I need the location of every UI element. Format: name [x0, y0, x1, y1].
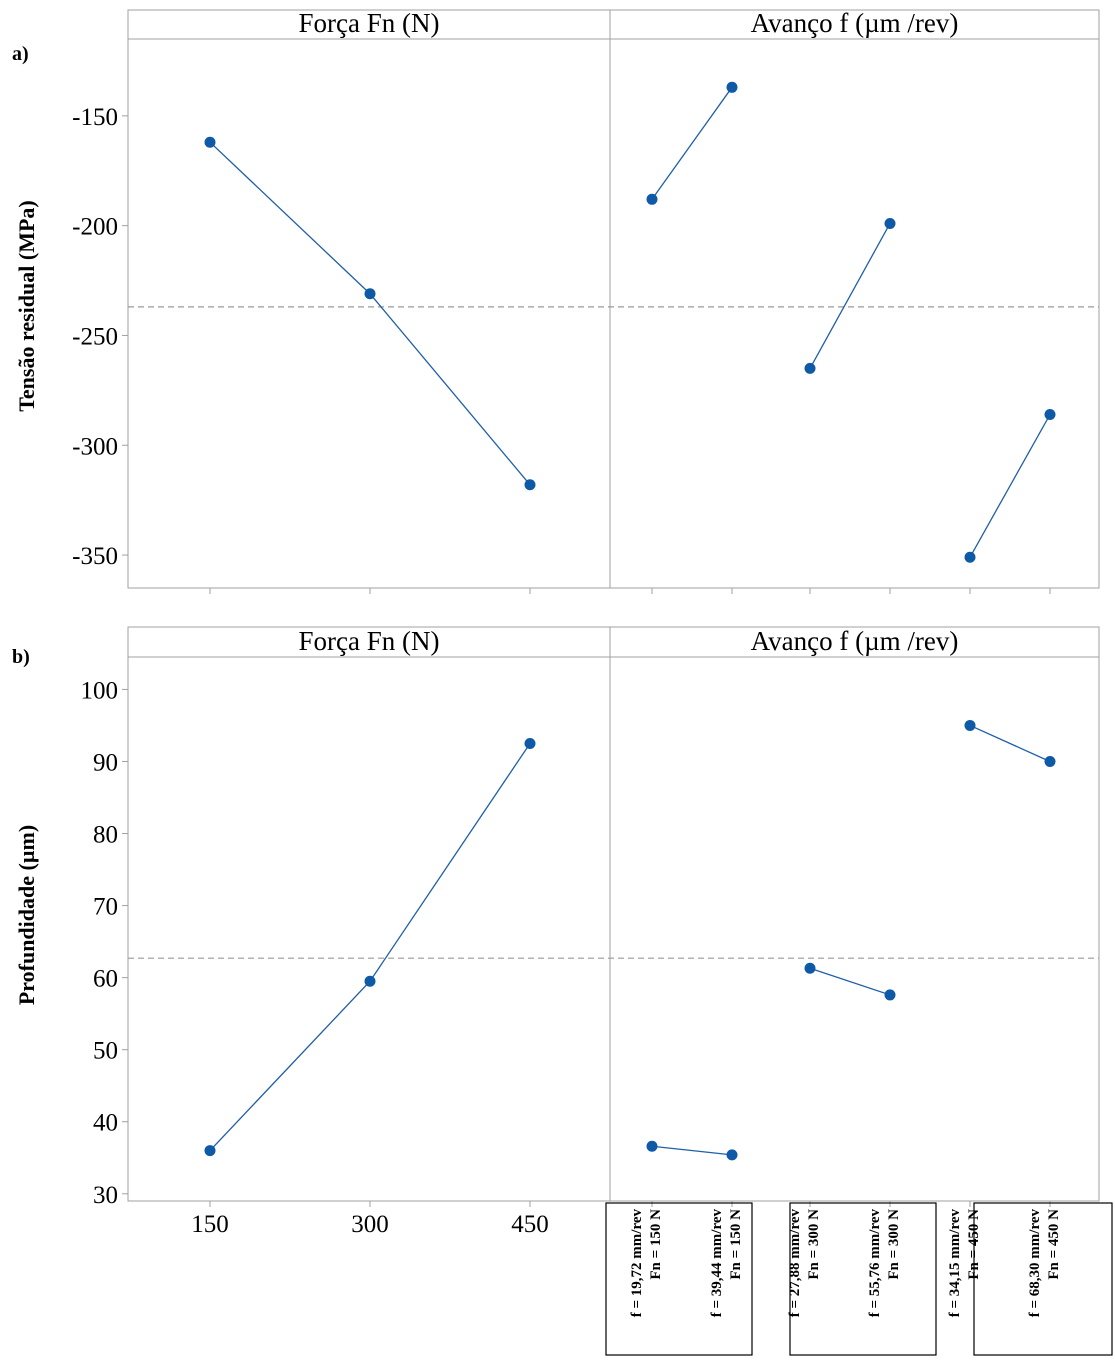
category-label: f = 55,76 mm/rev: [867, 1209, 883, 1318]
y-tick-label: -150: [72, 104, 118, 131]
x-tick-label: 450: [511, 1211, 549, 1238]
category-label: Fn = 450 N: [966, 1209, 982, 1280]
category-box: [973, 1202, 1113, 1356]
series-line: [809, 967, 891, 996]
subplot-title: Avanço f (µm /rev): [751, 626, 959, 656]
category-label: f = 19,72 mm/rev: [629, 1209, 645, 1318]
y-tick-label: 50: [93, 1038, 118, 1065]
category-label: f = 68,30 mm/rev: [1027, 1209, 1043, 1318]
panel-label: b): [12, 646, 30, 668]
data-point: [884, 217, 896, 229]
data-point: [964, 551, 976, 563]
x-tick-label: 300: [351, 1211, 389, 1238]
category-box: [605, 1202, 753, 1356]
data-point: [364, 288, 376, 300]
data-point: [804, 362, 816, 374]
series-line: [209, 141, 531, 486]
y-axis-label: Profundidade (µm): [14, 825, 39, 1005]
data-point: [726, 1149, 738, 1161]
y-axis-label: Tensão residual (MPa): [14, 200, 39, 411]
panel-a: a) Tensão residual (MPa) Força Fn (N) Avanç…: [12, 8, 1100, 594]
category-label: f = 34,15 mm/rev: [947, 1209, 963, 1318]
series-line: [651, 86, 733, 200]
y-tick-label: 40: [93, 1110, 118, 1137]
series-line: [209, 743, 531, 1152]
data-point: [646, 193, 658, 205]
subplot-title: Força Fn (N): [299, 8, 440, 38]
panel-b: b) Profundidade (µm) Força Fn (N) Avanço f …: [12, 626, 1113, 1356]
series-line: [809, 223, 891, 369]
panel-label: a): [12, 43, 29, 65]
category-box: [789, 1202, 937, 1356]
y-tick-label: 100: [81, 677, 119, 704]
x-tick-label: 150: [191, 1211, 229, 1238]
data-point: [726, 81, 738, 93]
y-tick-label: -250: [72, 323, 118, 350]
data-point: [524, 479, 536, 491]
data-point: [804, 962, 816, 974]
data-point: [646, 1140, 658, 1152]
y-tick-label: -200: [72, 214, 118, 241]
category-label: Fn = 300 N: [806, 1209, 822, 1280]
panel-frame: [127, 626, 1100, 1202]
category-label: Fn = 450 N: [1046, 1209, 1062, 1280]
data-point: [1044, 755, 1056, 767]
data-point: [204, 136, 216, 148]
y-tick-label: 70: [93, 894, 118, 921]
panel-frame: [127, 9, 1100, 589]
y-tick-label: 80: [93, 822, 118, 849]
data-point: [364, 975, 376, 987]
subplot-title: Avanço f (µm /rev): [751, 8, 959, 38]
category-label: Fn = 150 N: [648, 1209, 664, 1280]
series-line: [969, 724, 1051, 763]
category-label: Fn = 150 N: [728, 1209, 744, 1280]
data-point: [1044, 409, 1056, 421]
y-tick-label: -300: [72, 433, 118, 460]
series-line: [651, 1145, 733, 1156]
y-tick-label: 60: [93, 966, 118, 993]
data-point: [884, 989, 896, 1001]
y-tick-label: -350: [72, 543, 118, 570]
data-point: [524, 737, 536, 749]
data-point: [204, 1145, 216, 1157]
subplot-title: Força Fn (N): [299, 626, 440, 656]
category-label: Fn = 300 N: [886, 1209, 902, 1280]
category-label: f = 27,88 mm/rev: [787, 1209, 803, 1318]
category-label: f = 39,44 mm/rev: [709, 1209, 725, 1318]
series-line: [969, 414, 1051, 558]
data-point: [964, 719, 976, 731]
y-tick-label: 90: [93, 749, 118, 776]
y-tick-label: 30: [93, 1182, 118, 1209]
